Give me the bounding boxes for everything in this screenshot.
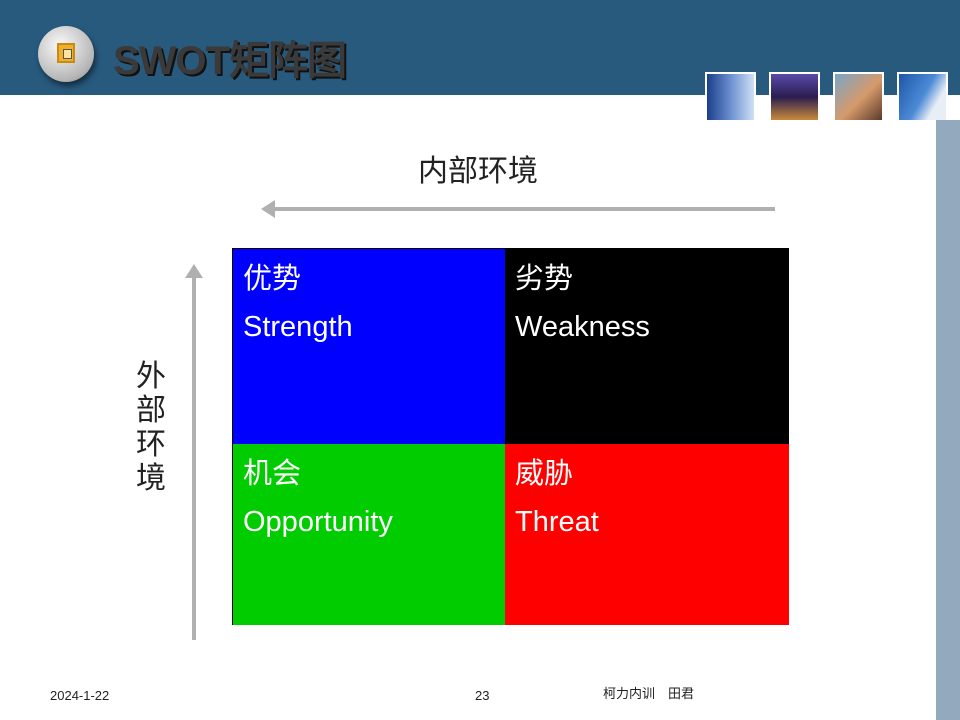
axis-label-external: 外部环境: [136, 359, 166, 496]
slide-title: SWOT矩阵图: [113, 39, 347, 83]
skyscraper-photo: [897, 72, 948, 122]
logo-icon: [38, 26, 94, 82]
axis-label-internal: 内部环境: [418, 154, 538, 189]
city-night-photo: [769, 72, 820, 122]
cell-threat: 威胁 Threat: [505, 444, 789, 625]
side-strip: [936, 120, 960, 720]
cell-subtitle: Opportunity: [243, 506, 393, 538]
swot-matrix: 优势 Strength 劣势 Weakness 机会 Opportunity 威胁 Th…: [232, 248, 789, 625]
cell-opportunity: 机会 Opportunity: [233, 444, 505, 625]
footer-author: 柯力内训 田君: [603, 686, 695, 701]
cell-weakness: 劣势 Weakness: [505, 249, 789, 444]
cell-subtitle: Threat: [515, 506, 599, 538]
page-number: 23: [475, 688, 490, 703]
cell-title: 威胁: [515, 458, 574, 490]
phone-person-photo: [833, 72, 884, 122]
footer-date: 2024-1-22: [50, 688, 110, 703]
cell-subtitle: Weakness: [515, 311, 650, 343]
arrow-left-icon: [261, 200, 775, 218]
building-photo: [705, 72, 756, 122]
arrow-up-icon: [185, 264, 203, 640]
cell-title: 优势: [243, 263, 302, 295]
cell-title: 机会: [243, 458, 302, 490]
cell-subtitle: Strength: [243, 311, 353, 343]
slide-header: SWOT矩阵图: [0, 0, 960, 95]
cell-strength: 优势 Strength: [233, 249, 505, 444]
cell-title: 劣势: [515, 263, 574, 295]
